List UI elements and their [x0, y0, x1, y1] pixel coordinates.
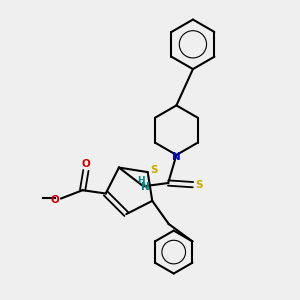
- Text: N: N: [172, 152, 181, 162]
- Text: N: N: [141, 182, 149, 192]
- Text: O: O: [50, 195, 59, 205]
- Text: O: O: [82, 159, 90, 169]
- Text: S: S: [195, 180, 202, 190]
- Text: H: H: [137, 176, 145, 185]
- Text: S: S: [150, 165, 158, 175]
